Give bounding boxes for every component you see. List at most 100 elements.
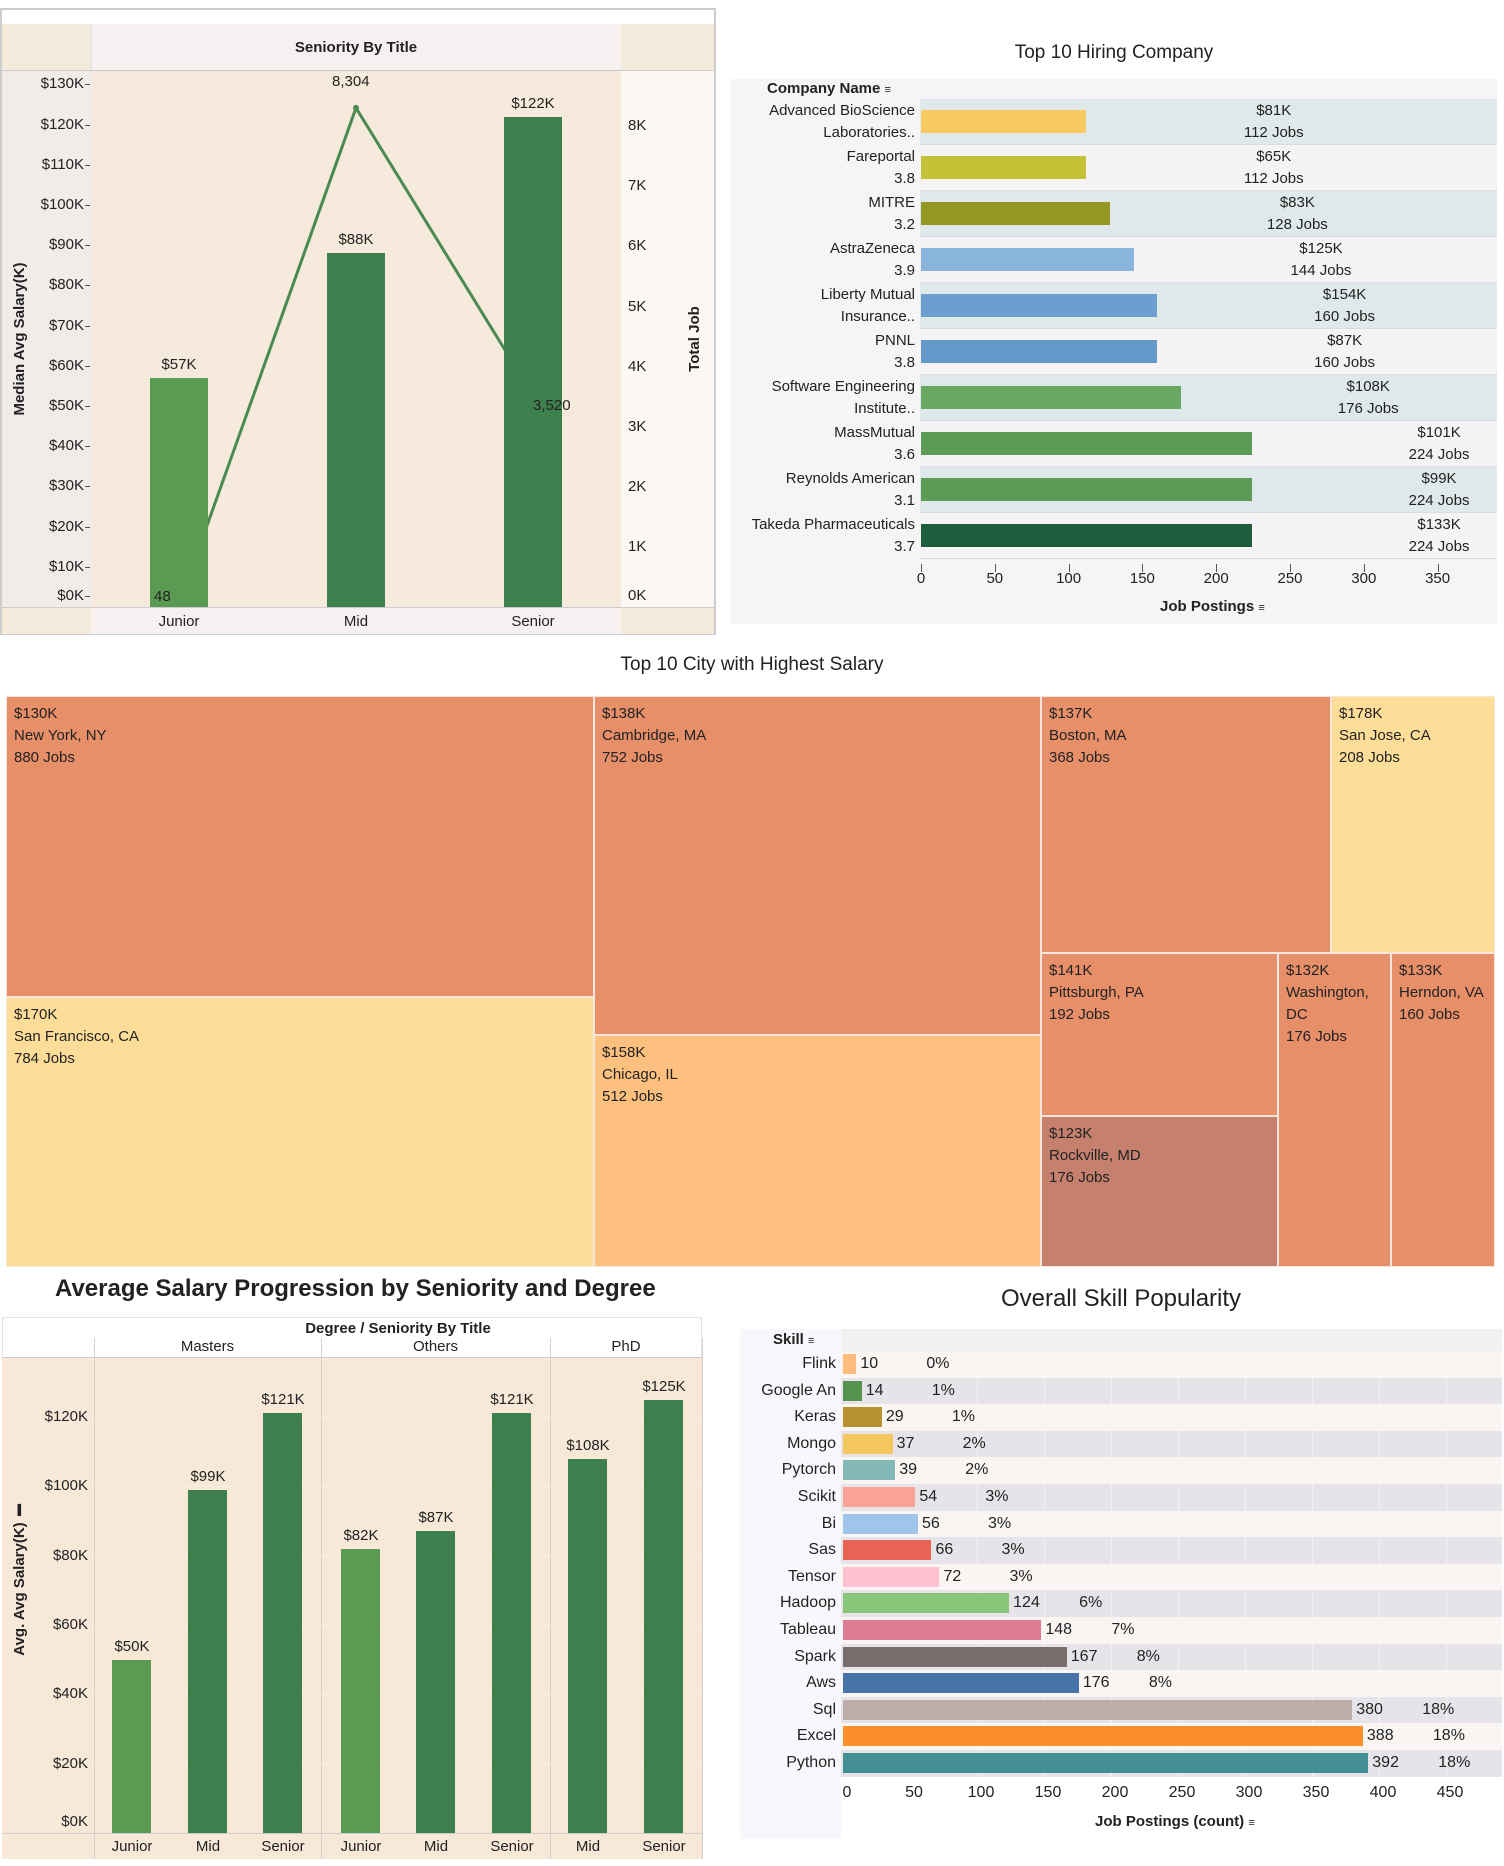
treemap-cell[interactable]: $123K Rockville, MD 176 Jobs bbox=[1041, 1116, 1278, 1267]
treemap-cell[interactable]: $158K Chicago, IL 512 Jobs bbox=[594, 1035, 1041, 1267]
sort-bars-icon[interactable]: ▐ bbox=[14, 1505, 22, 1516]
hiring-bar[interactable] bbox=[921, 156, 1087, 179]
company-name-header[interactable]: Company Name ≡ bbox=[767, 80, 891, 99]
treemap-cell-salary: $141K bbox=[1049, 962, 1093, 979]
degree-bar[interactable] bbox=[341, 1548, 380, 1833]
x-tick-mark bbox=[1290, 564, 1291, 572]
skill-label: Sas bbox=[808, 1541, 836, 1559]
skill-bar[interactable] bbox=[843, 1673, 1079, 1694]
skill-bar[interactable] bbox=[843, 1433, 893, 1454]
skill-bar[interactable] bbox=[843, 1646, 1067, 1667]
skill-header-bg bbox=[841, 1329, 1502, 1351]
skill-count: 14 bbox=[865, 1381, 884, 1399]
treemap-cell[interactable]: $170K San Francisco, CA 784 Jobs bbox=[6, 997, 594, 1267]
y-tick-mark bbox=[85, 164, 90, 166]
skill-count: 54 bbox=[919, 1488, 938, 1505]
skill-bar[interactable] bbox=[843, 1753, 1369, 1773]
treemap-cell-salary: $178K bbox=[1339, 705, 1383, 722]
jobs-label: 144 Jobs bbox=[1290, 262, 1352, 279]
degree-chart-title: Average Salary Progression by Seniority … bbox=[55, 1275, 656, 1302]
hiring-bar[interactable] bbox=[921, 386, 1181, 409]
group-header[interactable]: PhD bbox=[611, 1338, 641, 1355]
degree-header: Degree / Seniority By Title bbox=[94, 1320, 702, 1338]
degree-bar[interactable] bbox=[492, 1413, 531, 1833]
x-axis-title[interactable]: Job Postings (count) ≡ bbox=[1095, 1813, 1255, 1832]
sort-icon[interactable]: ≡ bbox=[1248, 1817, 1255, 1829]
y-tick-mark bbox=[85, 84, 90, 86]
panel-divider bbox=[94, 1338, 95, 1859]
group-header[interactable]: Masters bbox=[180, 1338, 235, 1355]
salary-bar[interactable] bbox=[327, 253, 385, 607]
degree-bar[interactable] bbox=[416, 1531, 455, 1833]
salary-label: $108K bbox=[1346, 378, 1390, 395]
skill-bar[interactable] bbox=[843, 1460, 896, 1481]
skill-count: 167 bbox=[1070, 1647, 1098, 1665]
treemap-cell[interactable]: $133K Herndon, VA 160 Jobs bbox=[1391, 953, 1495, 1267]
company-name: Liberty Mutual bbox=[820, 286, 915, 303]
gridline bbox=[1379, 1537, 1380, 1564]
skill-bar[interactable] bbox=[843, 1513, 919, 1534]
hiring-bar[interactable] bbox=[921, 524, 1252, 547]
x-axis-title-label: Job Postings (count) bbox=[1095, 1813, 1245, 1830]
skill-count: 29 bbox=[885, 1408, 904, 1426]
treemap-cell[interactable]: $137K Boston, MA 368 Jobs bbox=[1041, 696, 1331, 953]
salary-bar[interactable] bbox=[504, 116, 562, 607]
skill-bar[interactable] bbox=[843, 1566, 940, 1587]
skill-header[interactable]: Skill ≡ bbox=[773, 1331, 814, 1350]
company-name: AstraZeneca bbox=[829, 240, 915, 257]
skill-bar[interactable] bbox=[843, 1380, 862, 1401]
degree-bar[interactable] bbox=[644, 1399, 683, 1833]
company-sub: 3.6 bbox=[894, 446, 915, 463]
degree-bar[interactable] bbox=[263, 1413, 302, 1833]
hiring-bar[interactable] bbox=[921, 110, 1087, 133]
hiring-bar[interactable] bbox=[921, 340, 1158, 363]
skill-bar[interactable] bbox=[843, 1593, 1010, 1614]
treemap-cell[interactable]: $130K New York, NY 880 Jobs bbox=[6, 696, 594, 997]
degree-bar[interactable] bbox=[188, 1489, 227, 1833]
hiring-bar[interactable] bbox=[921, 202, 1110, 225]
x-tick-label: Senior bbox=[490, 1838, 534, 1855]
salary-bar[interactable] bbox=[150, 377, 208, 607]
degree-bar[interactable] bbox=[112, 1659, 151, 1833]
treemap-cell[interactable]: $178K San Jose, CA 208 Jobs bbox=[1331, 696, 1495, 953]
skill-bar[interactable] bbox=[843, 1540, 932, 1561]
skill-bar[interactable] bbox=[843, 1407, 882, 1428]
degree-bar-label: $82K bbox=[343, 1526, 379, 1544]
sort-icon[interactable]: ≡ bbox=[1258, 602, 1265, 614]
skill-count: 176 bbox=[1082, 1674, 1110, 1692]
y-tick-label: $130K bbox=[40, 75, 84, 93]
skill-bar[interactable] bbox=[843, 1487, 916, 1507]
treemap-cell-city: San Francisco, CA bbox=[14, 1028, 140, 1045]
group-header[interactable]: Others bbox=[412, 1338, 458, 1355]
treemap-cell[interactable]: $141K Pittsburgh, PA 192 Jobs bbox=[1041, 953, 1278, 1116]
x-tick-label: Junior bbox=[340, 1838, 382, 1855]
treemap-cell[interactable]: $138K Cambridge, MA 752 Jobs bbox=[594, 696, 1041, 1035]
sort-icon[interactable]: ≡ bbox=[884, 84, 891, 96]
skill-bar[interactable] bbox=[843, 1620, 1042, 1640]
sort-icon[interactable]: ≡ bbox=[808, 1335, 815, 1347]
skill-bar[interactable] bbox=[843, 1699, 1353, 1720]
x-axis-title[interactable]: Job Postings ≡ bbox=[1160, 598, 1265, 617]
skill-label: Spark bbox=[794, 1647, 836, 1665]
degree-bar[interactable] bbox=[568, 1458, 607, 1833]
hiring-bar[interactable] bbox=[921, 478, 1252, 501]
hiring-bar[interactable] bbox=[921, 248, 1134, 271]
hiring-bar[interactable] bbox=[921, 294, 1158, 317]
y-tick-label: $110K bbox=[41, 155, 84, 173]
skill-pct: 3% bbox=[988, 1514, 1012, 1532]
x-axis-row bbox=[91, 607, 621, 634]
panel-divider bbox=[321, 1338, 322, 1859]
panel-divider bbox=[550, 1338, 551, 1859]
hiring-bar[interactable] bbox=[921, 432, 1252, 455]
gridline bbox=[1044, 1430, 1045, 1458]
y-tick-mark bbox=[85, 446, 90, 448]
skill-bar[interactable] bbox=[843, 1354, 857, 1374]
skill-bar[interactable] bbox=[843, 1726, 1363, 1747]
treemap-cell[interactable]: $132K Washington, DC 176 Jobs bbox=[1278, 953, 1391, 1267]
degree-bar-label: $50K bbox=[114, 1637, 150, 1655]
jobs-label: 128 Jobs bbox=[1266, 216, 1328, 233]
skill-count: 56 bbox=[922, 1514, 940, 1532]
x-tick-label: Junior bbox=[158, 613, 200, 630]
skill-count: 39 bbox=[899, 1461, 918, 1479]
salary-label: $133K bbox=[1417, 516, 1461, 533]
